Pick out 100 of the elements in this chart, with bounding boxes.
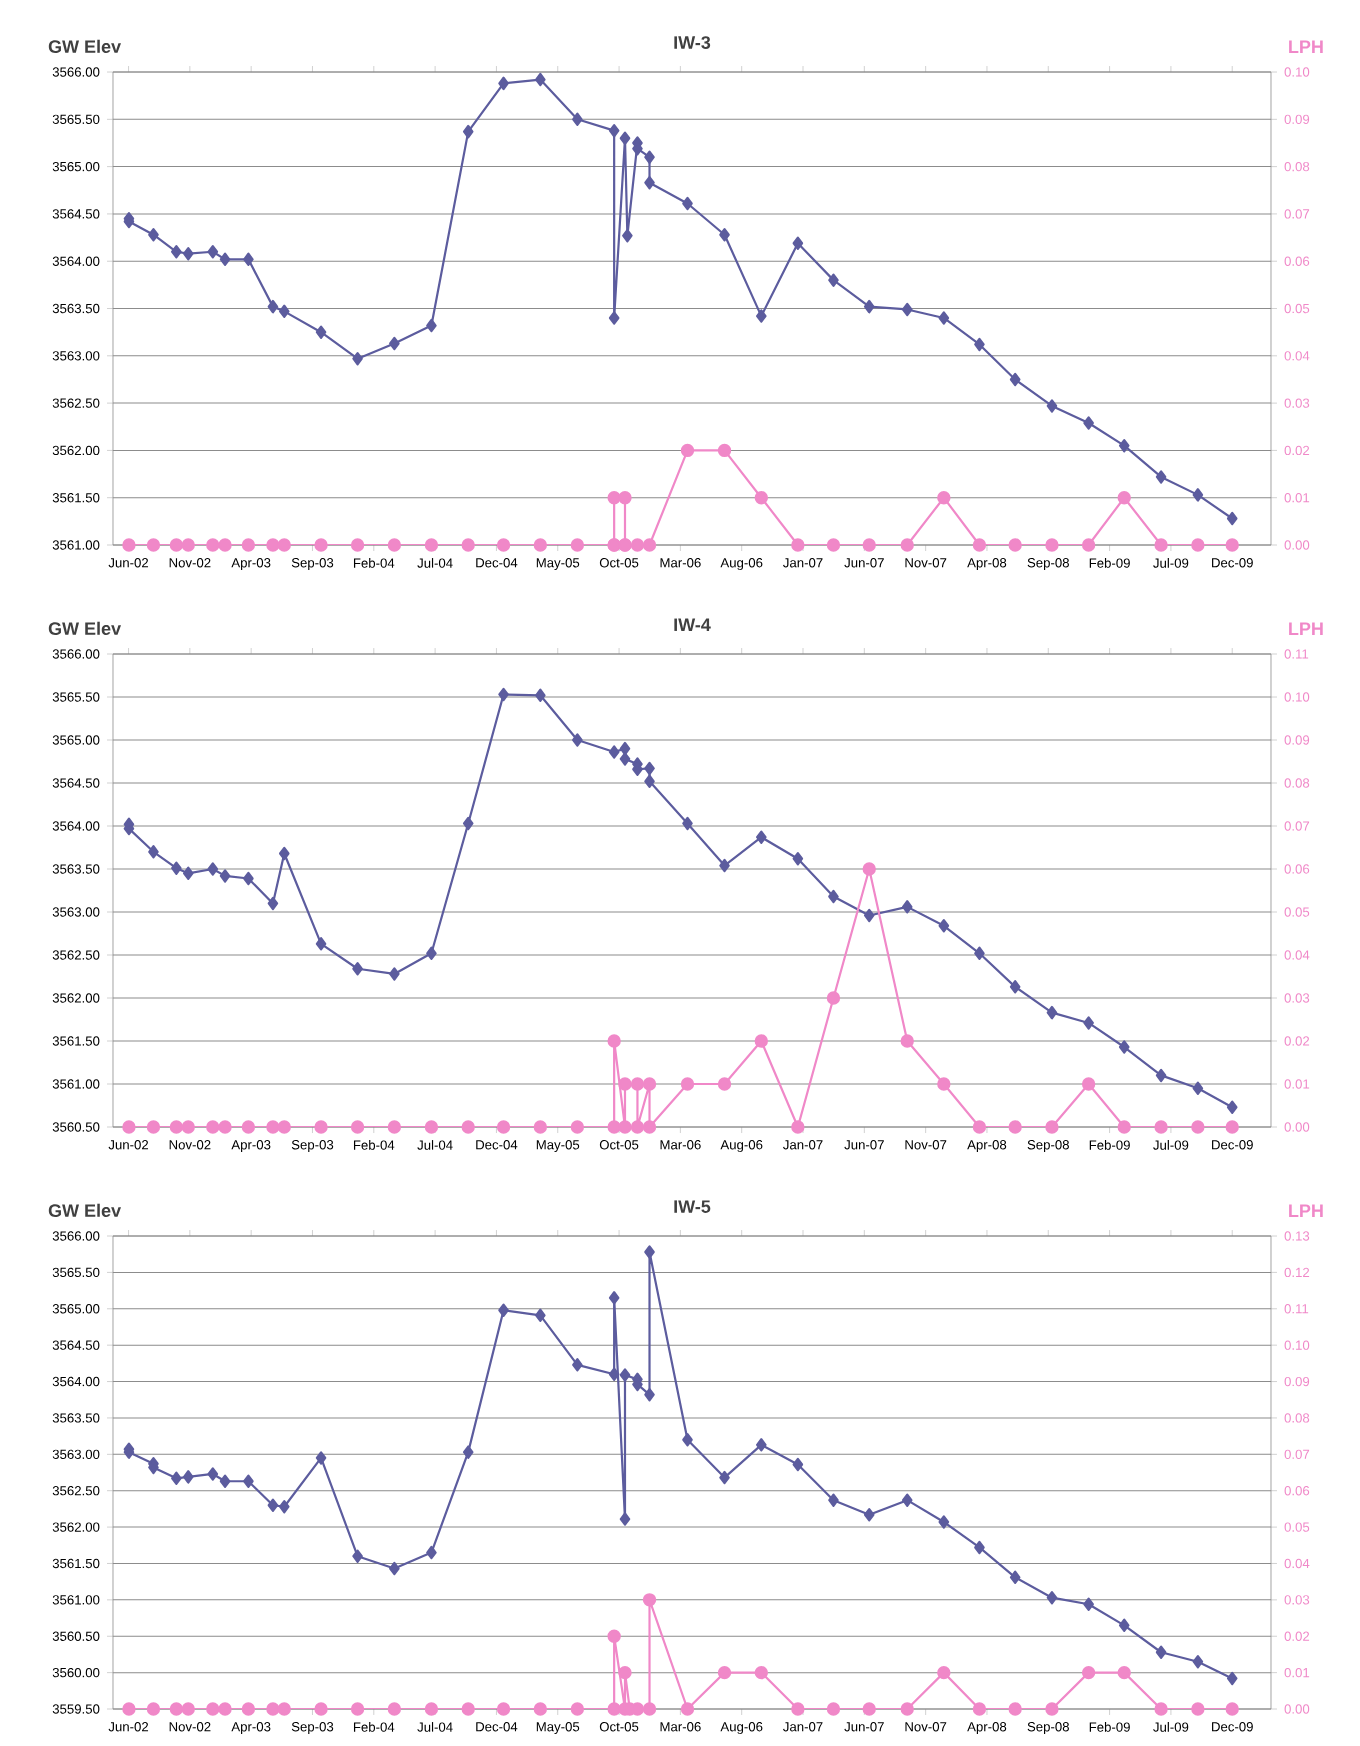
x-tick-label: Dec-09 [1212, 1722, 1253, 1732]
x-tick-label: Jul-04 [417, 558, 453, 568]
chart-title: IW-4 [674, 618, 711, 631]
y-tick-label: 3565.00 [52, 735, 100, 745]
y-axis-title: GW Elev [48, 1203, 122, 1217]
x-tick-label: Apr-03 [231, 1722, 271, 1735]
x-tick-label: Jan-07 [783, 558, 823, 568]
x-tick-label: Feb-04 [353, 558, 395, 568]
y2-tick-label: 0.10 [1284, 692, 1310, 702]
y-tick-label: 3561.00 [52, 1595, 100, 1605]
y2-axis-title: LPH [1289, 40, 1323, 53]
x-tick-label: Apr-03 [231, 558, 271, 571]
x-tick-label: Feb-09 [1089, 1722, 1130, 1732]
y2-tick-label: 0.00 [1284, 1704, 1310, 1714]
y2-tick-label: 0.09 [1284, 1376, 1310, 1387]
y2-tick-label: 0.03 [1284, 398, 1310, 408]
y2-tick-label: 0.06 [1284, 1486, 1310, 1496]
y2-tick-label: 0.13 [1284, 1231, 1310, 1241]
chart-title: IW-3 [674, 36, 711, 49]
x-tick-label: Aug-06 [720, 558, 763, 571]
x-tick-label: Jan-07 [783, 1140, 823, 1150]
y2-tick-label: 0.07 [1284, 209, 1310, 219]
x-tick-label: Apr-08 [967, 558, 1007, 571]
y-tick-label: 3561.50 [52, 1558, 100, 1569]
x-tick-label: Feb-04 [353, 1722, 395, 1732]
y2-axis-title: LPH [1289, 1204, 1323, 1217]
y2-tick-label: 0.05 [1284, 907, 1310, 917]
y2-axis-title: LPH [1289, 622, 1323, 635]
y-tick-label: 3564.50 [52, 1340, 100, 1350]
y-tick-label: 3561.50 [52, 493, 100, 503]
x-tick-label: Oct-05 [599, 558, 639, 568]
y2-tick-label: 0.07 [1284, 1449, 1310, 1459]
y2-tick-label: 0.10 [1284, 1340, 1310, 1350]
x-tick-label: Jan-07 [783, 1722, 823, 1732]
x-tick-label: Dec-04 [476, 1140, 518, 1150]
y2-tick-label: 0.06 [1284, 256, 1310, 266]
x-tick-label: Jun-07 [844, 1140, 884, 1150]
y-tick-label: 3560.50 [52, 1122, 100, 1132]
y2-tick-label: 0.05 [1284, 1522, 1310, 1532]
x-tick-label: Apr-08 [967, 1722, 1007, 1735]
x-tick-label: Sep-08 [1027, 1722, 1069, 1735]
y-tick-label: 3562.00 [52, 993, 100, 1003]
y-tick-label: 3562.50 [52, 398, 100, 408]
x-tick-label: Sep-03 [291, 1140, 334, 1153]
y2-tick-label: 0.08 [1284, 778, 1310, 788]
y-tick-label: 3564.00 [52, 1376, 100, 1387]
y-tick-label: 3563.00 [52, 1449, 100, 1459]
y-tick-label: 3561.00 [52, 1079, 100, 1089]
y-tick-label: 3565.50 [52, 692, 100, 702]
x-tick-label: Dec-09 [1212, 558, 1253, 568]
y2-tick-label: 0.01 [1284, 493, 1310, 503]
y-tick-label: 3562.50 [52, 950, 100, 960]
y-tick-label: 3562.00 [52, 445, 100, 456]
x-tick-label: Jun-07 [844, 1722, 884, 1732]
y2-tick-label: 0.04 [1284, 1558, 1310, 1569]
x-tick-label: Jul-09 [1153, 1140, 1189, 1150]
x-tick-label: Jun-02 [108, 1722, 149, 1732]
y2-tick-label: 0.00 [1284, 540, 1310, 550]
y2-tick-label: 0.04 [1284, 351, 1310, 361]
y-tick-label: 3565.50 [52, 1267, 100, 1278]
x-tick-label: Apr-08 [967, 1140, 1007, 1153]
x-tick-label: Nov-02 [169, 1140, 211, 1150]
x-tick-label: Jul-04 [417, 1722, 453, 1732]
x-tick-label: Jun-07 [844, 558, 884, 568]
x-tick-label: Aug-06 [720, 1140, 763, 1153]
x-tick-label: Mar-06 [660, 558, 701, 568]
y-tick-label: 3560.50 [52, 1631, 100, 1641]
y2-tick-label: 0.04 [1284, 950, 1310, 960]
x-tick-label: Jul-04 [417, 1140, 453, 1150]
y2-tick-label: 0.03 [1284, 993, 1310, 1003]
x-tick-label: Jul-09 [1153, 1722, 1189, 1732]
y-tick-label: 3565.00 [52, 161, 100, 172]
x-tick-label: Oct-05 [599, 1140, 639, 1150]
x-tick-label: Nov-02 [169, 558, 211, 568]
y2-tick-label: 0.02 [1284, 1036, 1310, 1046]
x-tick-label: Mar-06 [660, 1140, 701, 1150]
y-tick-label: 3566.00 [52, 1231, 100, 1241]
x-tick-label: Nov-07 [905, 1140, 947, 1150]
x-tick-label: Nov-02 [169, 1722, 211, 1732]
chart-title: IW-5 [674, 1200, 711, 1213]
x-tick-label: Sep-08 [1027, 558, 1069, 571]
y-tick-label: 3564.50 [52, 209, 100, 219]
y-tick-label: 3564.00 [52, 821, 100, 831]
x-tick-label: Jun-02 [108, 558, 149, 568]
x-tick-label: May-05 [536, 1140, 580, 1153]
y2-tick-label: 0.01 [1284, 1079, 1310, 1089]
y-tick-label: 3565.50 [52, 114, 100, 124]
y-tick-label: 3563.00 [52, 907, 100, 917]
y-tick-label: 3561.50 [52, 1036, 100, 1046]
y2-tick-label: 0.08 [1284, 1413, 1310, 1423]
x-tick-label: Sep-03 [291, 558, 334, 571]
x-tick-label: Dec-09 [1212, 1140, 1253, 1150]
x-tick-label: Nov-07 [905, 1722, 947, 1732]
x-tick-label: Dec-04 [476, 558, 518, 568]
y2-tick-label: 0.10 [1284, 67, 1310, 77]
y-tick-label: 3563.50 [52, 864, 100, 874]
y-axis-title: GW Elev [48, 621, 122, 635]
x-tick-label: Sep-08 [1027, 1140, 1069, 1153]
y-tick-label: 3566.00 [52, 67, 100, 77]
y-tick-label: 3562.00 [52, 1522, 100, 1532]
